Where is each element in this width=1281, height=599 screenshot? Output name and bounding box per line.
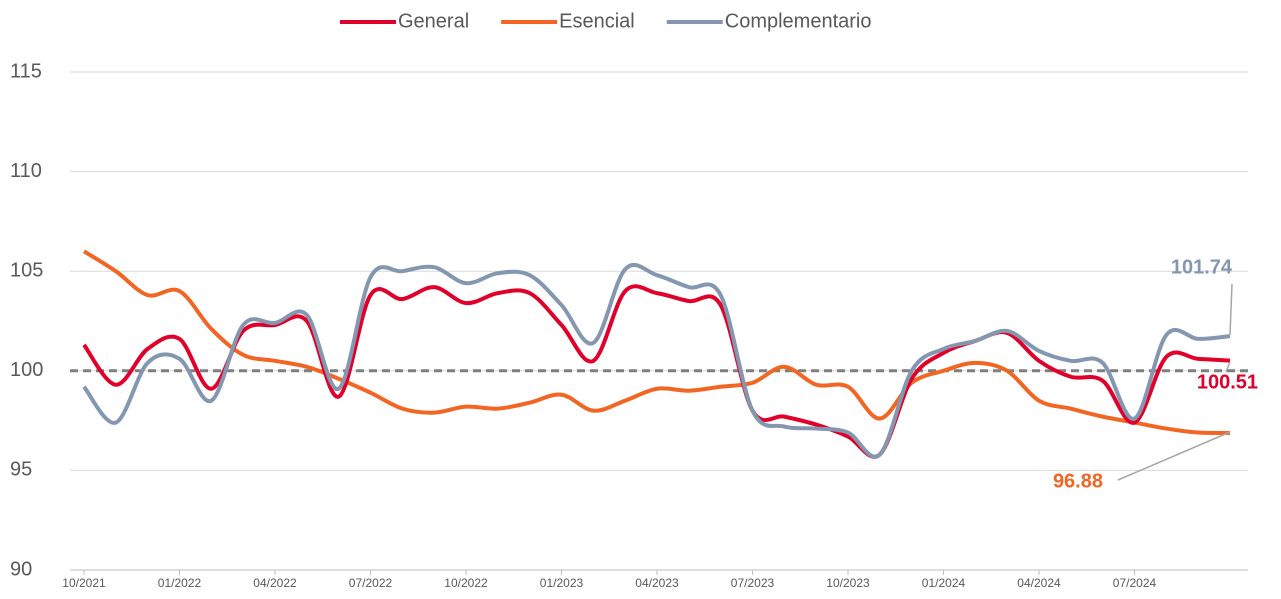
series-line xyxy=(82,249,1231,435)
data-label: 101.74 xyxy=(1171,256,1233,278)
y-tick-label: 90 xyxy=(10,558,32,580)
y-tick-label: 100 xyxy=(10,359,43,381)
x-tick-label: 10/2023 xyxy=(826,576,870,590)
x-tick-label: 04/2024 xyxy=(1017,576,1061,590)
series-line xyxy=(82,262,1231,459)
x-tick-label: 07/2023 xyxy=(731,576,775,590)
x-tick-label: 04/2023 xyxy=(635,576,679,590)
leader-line xyxy=(1229,283,1233,336)
legend-label: Esencial xyxy=(559,10,635,32)
leader-line xyxy=(1117,431,1231,481)
x-tick-label: 10/2021 xyxy=(62,576,106,590)
x-tick-label: 04/2022 xyxy=(253,576,297,590)
legend-label: General xyxy=(398,10,469,32)
y-tick-label: 105 xyxy=(10,259,43,281)
leader-line xyxy=(1225,361,1231,373)
x-tick-label: 07/2022 xyxy=(349,576,393,590)
y-tick-label: 95 xyxy=(10,459,32,481)
data-label: 100.51 xyxy=(1197,371,1258,393)
x-tick-label: 01/2024 xyxy=(922,576,966,590)
x-tick-label: 01/2023 xyxy=(540,576,584,590)
x-tick-label: 07/2024 xyxy=(1113,576,1157,590)
x-tick-label: 10/2022 xyxy=(444,576,488,590)
y-tick-label: 110 xyxy=(10,160,42,182)
y-tick-label: 115 xyxy=(10,60,42,82)
legend-label: Complementario xyxy=(725,10,872,32)
data-label: 96.88 xyxy=(1053,470,1103,492)
x-tick-label: 01/2022 xyxy=(158,576,202,590)
